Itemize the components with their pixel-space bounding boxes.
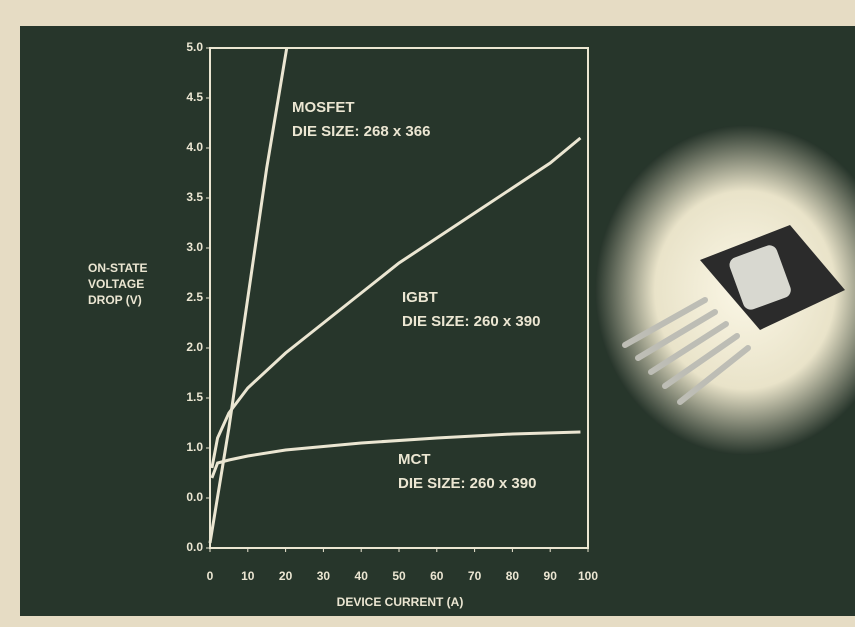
x-tick-label: 100 [578, 569, 598, 583]
y-tick-label: 5.0 [186, 40, 203, 54]
x-tick-label: 90 [544, 569, 558, 583]
y-axis-label: ON-STATE [88, 261, 148, 275]
y-tick-label: 3.5 [186, 190, 203, 204]
series-annotation: DIE SIZE: 260 x 390 [402, 313, 540, 330]
y-tick-label: 4.5 [186, 90, 203, 104]
device-photo [622, 225, 845, 405]
series-annotation: DIE SIZE: 260 x 390 [398, 475, 536, 492]
x-tick-label: 60 [430, 569, 444, 583]
series-line [208, 47, 289, 544]
series-name: IGBT [402, 289, 438, 306]
series-line [210, 430, 581, 479]
x-tick-label: 0 [207, 569, 214, 583]
series-annotation: DIE SIZE: 268 x 366 [292, 123, 430, 140]
series-line [210, 136, 582, 469]
x-tick-label: 50 [392, 569, 406, 583]
y-tick-label: 3.0 [186, 240, 203, 254]
x-tick-label: 20 [279, 569, 293, 583]
series-name: MCT [398, 451, 431, 468]
x-tick-label: 70 [468, 569, 482, 583]
y-tick-label: 2.5 [186, 290, 203, 304]
y-tick-label: 0.0 [186, 540, 203, 554]
y-axis-label: VOLTAGE [88, 277, 144, 291]
y-axis-label: DROP (V) [88, 293, 142, 307]
x-tick-label: 10 [241, 569, 255, 583]
y-tick-label: 1.5 [186, 390, 203, 404]
x-axis-label: DEVICE CURRENT (A) [337, 595, 464, 609]
series-name: MOSFET [292, 99, 355, 116]
y-tick-label: 2.0 [186, 340, 203, 354]
photo-glow [595, 125, 855, 455]
x-tick-label: 30 [317, 569, 331, 583]
y-tick-label: 4.0 [186, 140, 203, 154]
x-tick-label: 80 [506, 569, 520, 583]
y-tick-label: 1.0 [186, 440, 203, 454]
x-tick-label: 40 [355, 569, 369, 583]
y-tick-label: 0.0 [186, 490, 203, 504]
